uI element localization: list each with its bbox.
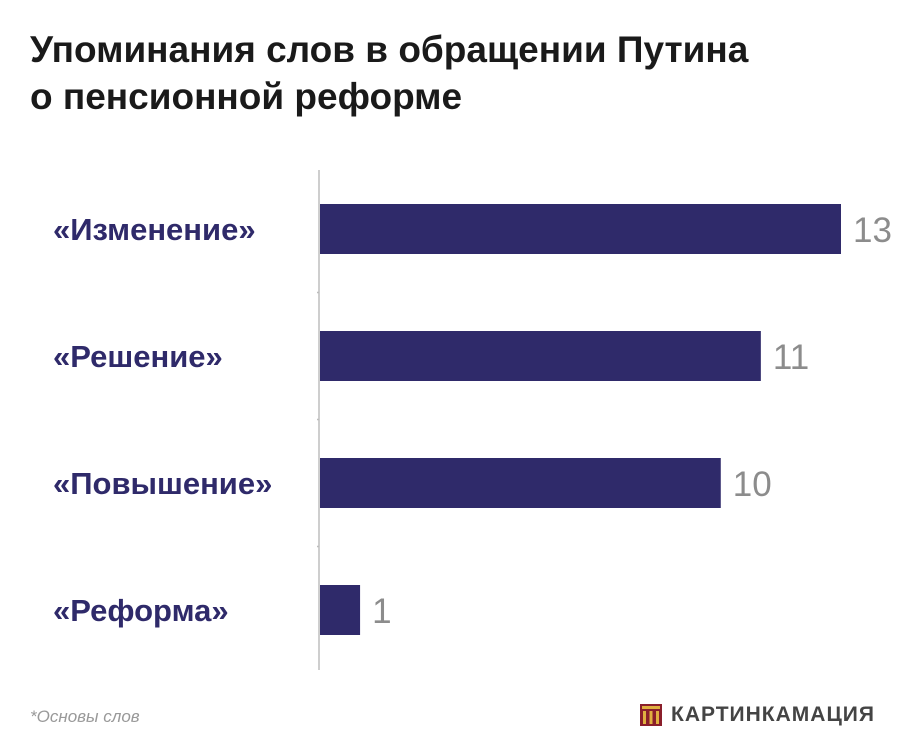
kartinkamatsiya-logo-icon — [640, 704, 662, 726]
bar — [320, 458, 721, 508]
bar — [320, 204, 841, 254]
category-label: «Реформа» — [53, 593, 229, 628]
category-label: «Решение» — [53, 339, 223, 374]
value-label: 1 — [372, 592, 391, 631]
footnote: *Основы слов — [30, 707, 140, 726]
brand: КАРТИНКАМАЦИЯ — [640, 703, 875, 727]
bar — [320, 585, 361, 635]
bar — [320, 331, 761, 381]
chart-title-line-1: Упоминания слов в обращении Путина — [30, 29, 749, 70]
chart-title-line-2: о пенсионной реформе — [30, 76, 463, 117]
category-label: «Повышение» — [53, 466, 272, 501]
value-label: 10 — [733, 465, 772, 504]
value-label: 11 — [773, 338, 809, 377]
value-label: 13 — [853, 211, 892, 250]
chart-title: Упоминания слов в обращении Путина о пен… — [30, 26, 870, 120]
brand-name: КАРТИНКАМАЦИЯ — [671, 703, 875, 726]
category-label: «Изменение» — [53, 212, 256, 247]
